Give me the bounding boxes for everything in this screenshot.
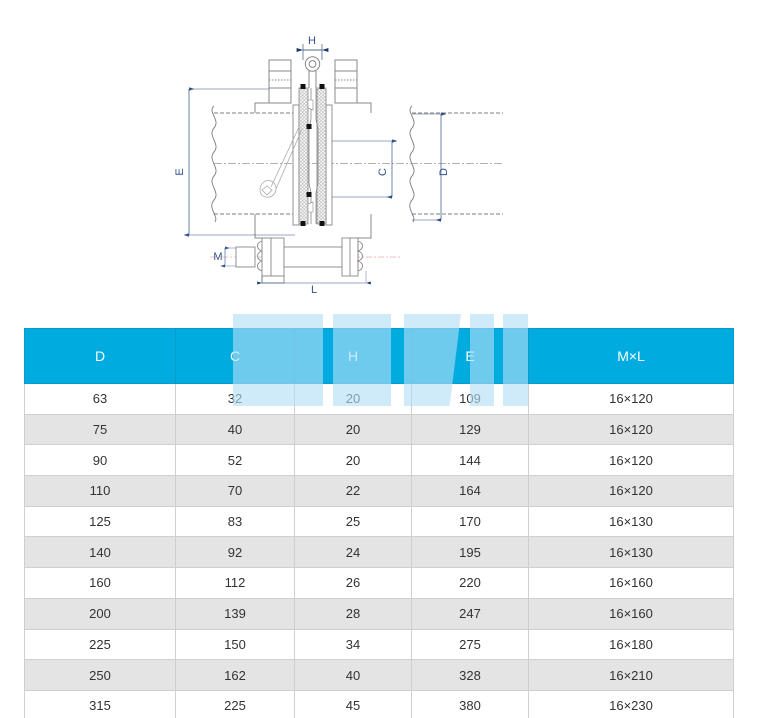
svg-text:M: M [213,251,222,263]
svg-text:D: D [438,168,450,176]
svg-text:L: L [311,284,317,296]
svg-text:E: E [174,168,186,175]
svg-text:H: H [308,35,316,47]
svg-text:C: C [377,168,389,176]
